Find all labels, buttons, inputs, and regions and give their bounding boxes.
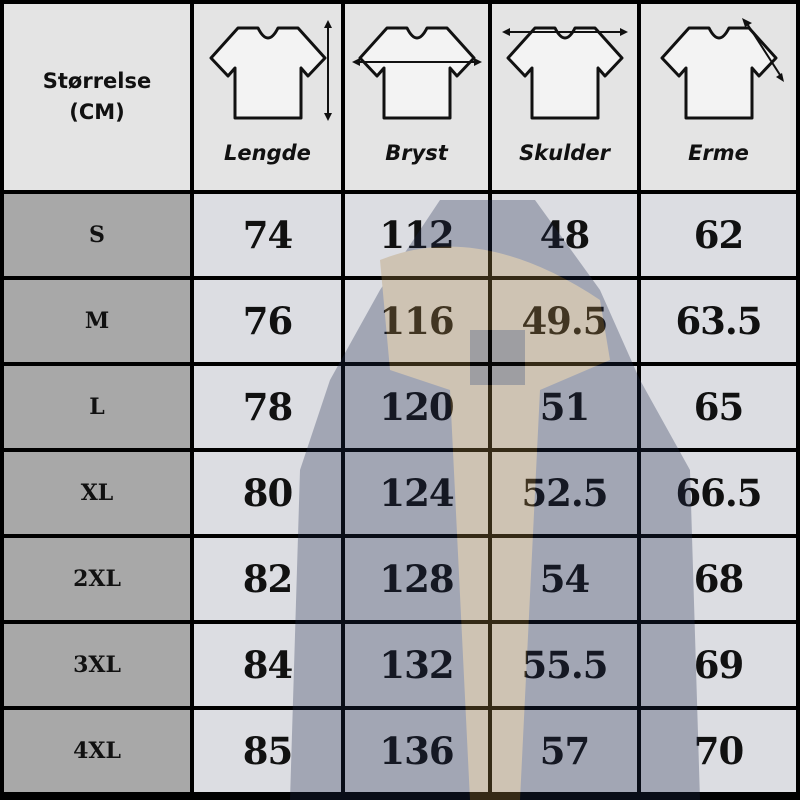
measurement-cell: 63.5 [641,280,796,362]
measurement-cell: 52.5 [492,452,637,534]
size-header-label: Størrelse [42,68,152,93]
column-header-label: Erme [688,141,749,165]
measurement-cell: 57 [492,710,637,792]
size-cell: M [4,280,190,362]
column-header-lengde: Lengde [194,4,341,190]
measurement-cell: 112 [345,194,488,276]
column-header-skulder: Skulder [492,4,637,190]
measurement-cell: 116 [345,280,488,362]
tshirt-sleeve-icon [660,18,784,120]
size-cell: 2XL [4,538,190,620]
size-header-unit: (CM) [69,100,125,124]
measurement-cell: 76 [194,280,341,362]
measurement-cell: 128 [345,538,488,620]
measurement-cell: 136 [345,710,488,792]
size-cell: L [4,366,190,448]
measurement-cell: 132 [345,624,488,706]
size-cell: S [4,194,190,276]
tshirt-shoulder-icon [501,26,628,120]
size-cell: XL [4,452,190,534]
column-header-erme: Erme [641,4,796,190]
size-header: Størrelse (CM) [4,4,190,190]
column-header-label: Skulder [519,141,610,165]
measurement-cell: 55.5 [492,624,637,706]
measurement-cell: 69 [641,624,796,706]
measurement-cell: 65 [641,366,796,448]
column-header-label: Bryst [385,141,448,165]
measurement-cell: 54 [492,538,637,620]
size-cell: 4XL [4,710,190,792]
size-cell: 3XL [4,624,190,706]
measurement-cell: 48 [492,194,637,276]
measurement-cell: 82 [194,538,341,620]
measurement-cell: 124 [345,452,488,534]
tshirt-length-icon [209,20,332,121]
measurement-cell: 51 [492,366,637,448]
measurement-cell: 80 [194,452,341,534]
column-header-label: Lengde [224,141,311,165]
measurement-cell: 120 [345,366,488,448]
measurement-cell: 85 [194,710,341,792]
measurement-cell: 49.5 [492,280,637,362]
measurement-cell: 66.5 [641,452,796,534]
tshirt-chest-icon [351,26,482,120]
measurement-cell: 62 [641,194,796,276]
measurement-cell: 68 [641,538,796,620]
measurement-cell: 78 [194,366,341,448]
measurement-cell: 84 [194,624,341,706]
measurement-cell: 70 [641,710,796,792]
measurement-cell: 74 [194,194,341,276]
column-header-bryst: Bryst [345,4,488,190]
